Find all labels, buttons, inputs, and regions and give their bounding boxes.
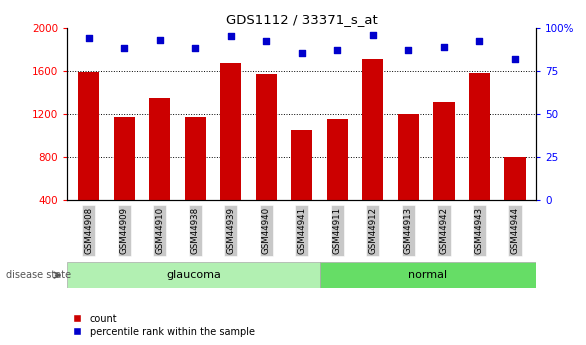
Text: GSM44938: GSM44938 [191, 207, 200, 254]
Bar [504, 157, 526, 200]
Point [368, 32, 377, 37]
Point [297, 51, 306, 56]
Legend: count, percentile rank within the sample: count, percentile rank within the sample [72, 314, 255, 337]
Text: GSM44943: GSM44943 [475, 207, 484, 254]
Text: GSM44912: GSM44912 [369, 207, 377, 254]
Bar [78, 72, 100, 200]
Text: normal: normal [408, 270, 448, 280]
Bar [255, 74, 277, 200]
Point [510, 56, 520, 61]
Bar [149, 98, 171, 200]
Bar [291, 130, 312, 200]
Bar [433, 102, 455, 200]
Text: GSM44944: GSM44944 [510, 207, 519, 254]
Text: GSM44910: GSM44910 [155, 207, 164, 254]
Text: GSM44941: GSM44941 [297, 207, 306, 254]
Text: GSM44913: GSM44913 [404, 207, 413, 254]
Text: GSM44939: GSM44939 [226, 207, 235, 254]
Point [190, 46, 200, 51]
Bar [320, 262, 536, 288]
Bar [114, 117, 135, 200]
Point [404, 47, 413, 53]
Point [261, 39, 271, 44]
Point [155, 37, 165, 42]
Text: GSM44940: GSM44940 [262, 207, 271, 254]
Point [226, 33, 236, 39]
Bar [469, 73, 490, 200]
Bar [362, 59, 383, 200]
Text: glaucoma: glaucoma [166, 270, 221, 280]
Bar [185, 117, 206, 200]
Text: GSM44942: GSM44942 [440, 207, 448, 254]
Point [333, 47, 342, 53]
Text: GSM44908: GSM44908 [84, 207, 93, 254]
Bar [398, 114, 419, 200]
Text: disease state: disease state [6, 270, 71, 280]
Point [120, 46, 129, 51]
Text: GSM44911: GSM44911 [333, 207, 342, 254]
Bar [220, 63, 241, 200]
Bar [67, 262, 320, 288]
Point [439, 44, 448, 49]
Bar [326, 119, 348, 200]
Text: GSM44909: GSM44909 [120, 207, 129, 254]
Title: GDS1112 / 33371_s_at: GDS1112 / 33371_s_at [226, 13, 377, 27]
Point [475, 39, 484, 44]
Point [84, 35, 93, 41]
